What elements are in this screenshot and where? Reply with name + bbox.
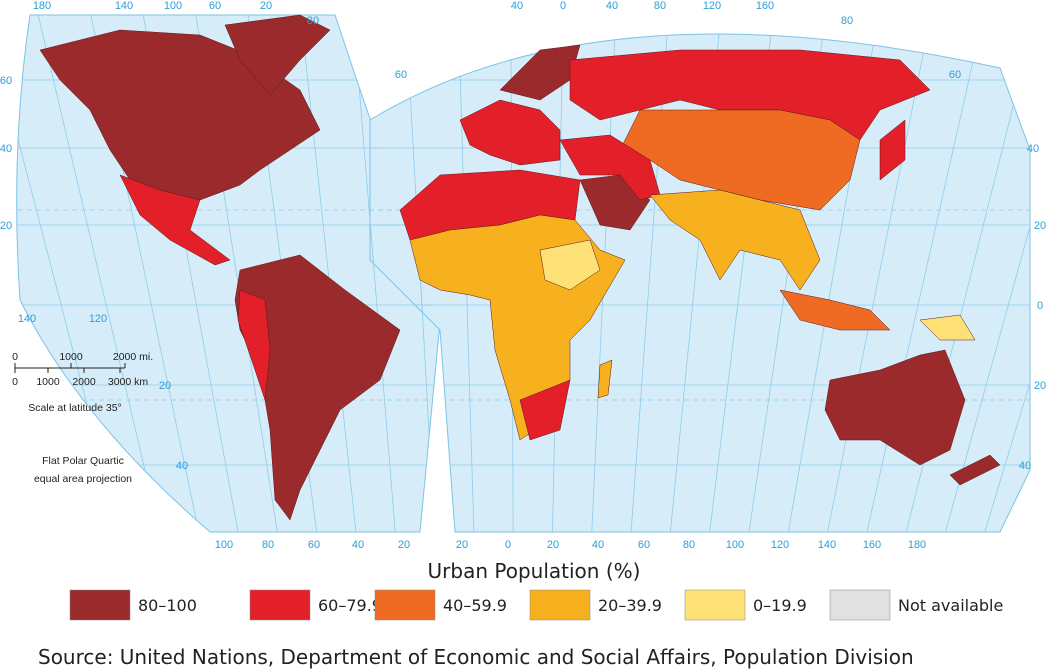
graticule-label: 60 <box>395 69 407 81</box>
graticule-label: 20 <box>1034 380 1046 392</box>
country-region <box>879 119 906 181</box>
country-region <box>779 289 891 331</box>
graticule-label: 180 <box>33 0 51 12</box>
meridian <box>34 15 162 532</box>
scale-label: 1000 <box>59 351 83 363</box>
meridian <box>864 34 988 532</box>
source: Source: United Nations, Department of Ec… <box>38 645 914 669</box>
country-region <box>597 359 613 399</box>
graticule-label: 140 <box>18 313 36 325</box>
legend-swatch <box>249 589 311 621</box>
graticule-label: 40 <box>606 0 618 12</box>
graticule-label: 20 <box>398 539 410 551</box>
scale-label: 1000 <box>36 376 60 388</box>
graticule-label: 60 <box>308 539 320 551</box>
graticule-label: 40 <box>0 143 12 155</box>
graticule-label: 160 <box>756 0 774 12</box>
legend-swatch <box>684 589 746 621</box>
graticule-label: 80 <box>683 539 695 551</box>
graticule-label: 40 <box>511 0 523 12</box>
graticule-label: 80 <box>654 0 666 12</box>
graticule-label: 0 <box>560 0 566 12</box>
country-region <box>119 174 231 266</box>
graticule-label: 160 <box>863 539 881 551</box>
graticule-label: 100 <box>726 539 744 551</box>
graticule-label: 140 <box>818 539 836 551</box>
graticule-label: 120 <box>771 539 789 551</box>
country-region <box>649 189 821 291</box>
legend-swatch <box>374 589 436 621</box>
legend-title: Urban Population (%) <box>428 559 641 583</box>
graticule-label: 60 <box>0 75 12 87</box>
graticule-label: 20 <box>159 380 171 392</box>
country-region <box>224 14 331 96</box>
country-region <box>949 454 1001 486</box>
graticule-label: 100 <box>164 0 182 12</box>
graticule-label: 40 <box>592 539 604 551</box>
scale-label: 2000 mi. <box>113 351 153 363</box>
scale-bar <box>14 363 126 373</box>
legend-label: 20–39.9 <box>598 596 662 615</box>
country-region <box>519 379 571 441</box>
graticule-label: 120 <box>703 0 721 12</box>
graticule-label: 0 <box>505 539 511 551</box>
legend-label: Not available <box>898 596 1003 615</box>
graticule-label: 80 <box>841 15 853 27</box>
projection-note: equal area projection <box>34 473 132 485</box>
graticule-label: 20 <box>547 539 559 551</box>
meridian <box>942 34 1030 532</box>
country-region <box>237 289 271 401</box>
graticule-label: 60 <box>209 0 221 12</box>
legend-swatch <box>529 589 591 621</box>
graticule-label: 100 <box>215 539 233 551</box>
legend-label: 60–79.9 <box>318 596 382 615</box>
graticule-label: 40 <box>176 460 188 472</box>
graticule-label: 40 <box>352 539 364 551</box>
country-region <box>39 29 321 201</box>
scale-label: 0 <box>12 351 18 363</box>
scale-label: 0 <box>12 376 18 388</box>
graticule-label: 0 <box>1037 300 1043 312</box>
legend-swatch <box>829 589 891 621</box>
legend-swatch <box>69 589 131 621</box>
country-region <box>539 239 601 291</box>
graticule-label: 20 <box>1034 220 1046 232</box>
graticule-label: 20 <box>260 0 272 12</box>
graticule-label: 20 <box>456 539 468 551</box>
graticule-label: 20 <box>0 220 12 232</box>
meridian <box>298 15 358 532</box>
legend-label: 0–19.9 <box>753 596 807 615</box>
scale-label: 3000 km <box>108 376 149 388</box>
scale-caption: Scale at latitude 35° <box>28 402 122 414</box>
graticule-label: 180 <box>908 539 926 551</box>
legend-label: 40–59.9 <box>443 596 507 615</box>
country-region <box>559 134 661 201</box>
country-region <box>459 99 561 166</box>
meridian <box>982 34 1030 532</box>
projection-note: Flat Polar Quartic <box>42 455 124 467</box>
graticule-label: 140 <box>115 0 133 12</box>
legend-label: 80–100 <box>138 596 197 615</box>
graticule-label: 40 <box>1027 143 1039 155</box>
country-region <box>919 314 976 341</box>
graticule-label: 60 <box>638 539 650 551</box>
country-region <box>824 349 966 466</box>
graticule-label: 80 <box>262 539 274 551</box>
graticule-label: 60 <box>949 69 961 81</box>
graticule-label: 40 <box>1019 460 1031 472</box>
meridian <box>351 15 397 532</box>
graticule-label: 80 <box>307 15 319 27</box>
scale-label: 2000 <box>72 376 96 388</box>
graticule-label: 120 <box>89 313 107 325</box>
